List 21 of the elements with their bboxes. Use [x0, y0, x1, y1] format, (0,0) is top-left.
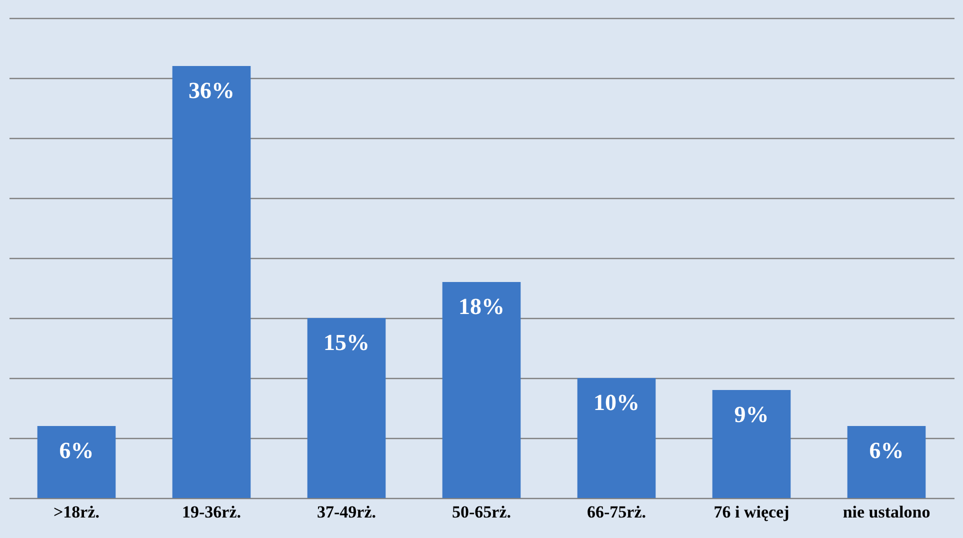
x-tick-label: 19-36rż.: [182, 502, 242, 522]
bar: [307, 318, 386, 498]
data-label: 15%: [324, 330, 370, 355]
data-label: 10%: [594, 390, 640, 415]
bar: [37, 426, 116, 498]
bar: [442, 282, 521, 498]
data-label: 9%: [734, 402, 769, 427]
x-tick-label: 76 i więcej: [714, 502, 790, 522]
x-tick-label: 37-49rż.: [316, 502, 376, 522]
bar: [847, 426, 926, 498]
x-tick-label: 50-65rż.: [452, 502, 512, 522]
bar: [712, 390, 791, 498]
bar: [577, 378, 656, 498]
x-tick-label: >18rż.: [53, 502, 100, 522]
bar: [172, 66, 251, 498]
x-tick-label: 66-75rż.: [586, 502, 646, 522]
data-label: 6%: [869, 438, 904, 463]
data-label: 18%: [458, 294, 504, 319]
data-label: 36%: [188, 78, 234, 103]
data-label: 6%: [59, 438, 94, 463]
x-tick-label: nie ustalono: [842, 502, 930, 522]
